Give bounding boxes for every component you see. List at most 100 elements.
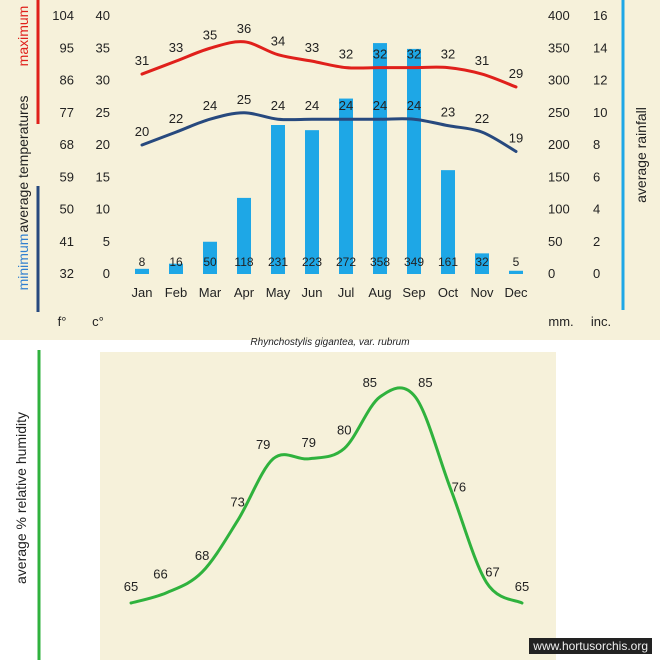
inches-tick: 8 [593, 137, 600, 152]
average-temperatures-label: average temperatures [15, 96, 31, 233]
fahrenheit-unit-label: f° [58, 314, 67, 329]
fahrenheit-tick: 95 [60, 40, 74, 55]
fahrenheit-tick: 59 [60, 169, 74, 184]
humidity-value-label: 85 [418, 375, 432, 390]
minimum-value-label: 24 [339, 98, 353, 113]
humidity-value-label: 85 [363, 375, 377, 390]
minimum-value-label: 19 [509, 130, 523, 145]
month-label: May [266, 285, 291, 300]
month-label: Aug [368, 285, 391, 300]
minimum-value-label: 23 [441, 105, 455, 120]
minimum-value-label: 24 [407, 98, 421, 113]
celsius-tick: 20 [96, 137, 110, 152]
inches-tick: 2 [593, 234, 600, 249]
maximum-label: maximum [15, 6, 31, 67]
celsius-unit-label: c° [92, 314, 104, 329]
month-label: Sep [402, 285, 425, 300]
celsius-tick: 15 [96, 169, 110, 184]
mm-tick: 400 [548, 8, 570, 23]
humidity-value-label: 67 [485, 564, 499, 579]
humidity-line [129, 386, 524, 605]
inches-tick: 10 [593, 105, 607, 120]
celsius-tick: 25 [96, 105, 110, 120]
rainfall-value-label: 161 [438, 255, 458, 269]
mm-tick: 100 [548, 202, 570, 217]
minimum-temperature-line [140, 111, 518, 153]
month-label: Apr [234, 285, 255, 300]
rainfall-bar [339, 98, 353, 274]
rainfall-bar [203, 241, 217, 274]
month-label: Jul [338, 285, 355, 300]
rainfall-bar [305, 130, 319, 274]
maximum-value-label: 32 [441, 47, 455, 62]
minimum-value-label: 24 [271, 98, 285, 113]
humidity-value-label: 68 [195, 548, 209, 563]
rainfall-value-label: 358 [370, 255, 390, 269]
fahrenheit-tick: 68 [60, 137, 74, 152]
rainfall-bar [441, 170, 455, 274]
celsius-tick: 30 [96, 73, 110, 88]
maximum-value-label: 33 [305, 40, 319, 55]
humidity-value-label: 79 [256, 437, 270, 452]
rainfall-value-label: 231 [268, 255, 288, 269]
month-label: Nov [470, 285, 494, 300]
humidity-value-label: 65 [515, 579, 529, 594]
maximum-value-label: 36 [237, 21, 251, 36]
fahrenheit-tick: 77 [60, 105, 74, 120]
minimum-value-label: 24 [305, 98, 319, 113]
rainfall-axis-label: average rainfall [633, 107, 649, 203]
maximum-value-label: 34 [271, 34, 285, 49]
rainfall-value-label: 272 [336, 255, 356, 269]
month-label: Dec [504, 285, 528, 300]
rainfall-value-label: 50 [203, 255, 217, 269]
rainfall-value-label: 118 [234, 255, 253, 269]
mm-tick: 0 [548, 266, 555, 281]
rainfall-bar [135, 268, 149, 274]
fahrenheit-tick: 32 [60, 266, 74, 281]
inches-tick: 12 [593, 73, 607, 88]
rainfall-value-label: 16 [169, 255, 183, 269]
month-label: Jun [302, 285, 323, 300]
mm-unit-label: mm. [548, 314, 573, 329]
axes-layer: 3241505968778695104051015202530354005010… [52, 8, 607, 300]
celsius-tick: 10 [96, 202, 110, 217]
inches-tick: 14 [593, 40, 607, 55]
mm-tick: 150 [548, 169, 570, 184]
maximum-value-label: 33 [169, 40, 183, 55]
mm-tick: 200 [548, 137, 570, 152]
mm-tick: 50 [548, 234, 562, 249]
data-labels: 8 16 50 118 231 223 272 358 349 161 32 5 31 33 35 36 34 3… [135, 21, 523, 269]
celsius-tick: 40 [96, 8, 110, 23]
minimum-value-label: 22 [475, 111, 489, 126]
rainfall-value-label: 8 [139, 255, 146, 269]
maximum-value-label: 29 [509, 66, 523, 81]
minimum-value-label: 25 [237, 92, 251, 107]
rainfall-bars [135, 43, 523, 275]
maximum-value-label: 35 [203, 27, 217, 42]
month-label: Oct [438, 285, 459, 300]
minimum-value-label: 22 [169, 111, 183, 126]
humidity-value-label: 73 [230, 495, 244, 510]
fahrenheit-tick: 104 [52, 8, 74, 23]
humidity-axis-label: average % relative humidity [13, 412, 29, 584]
month-label: Jan [132, 285, 153, 300]
rainfall-bar [373, 43, 387, 275]
rainfall-value-label: 5 [513, 255, 520, 269]
celsius-tick: 0 [103, 266, 110, 281]
rainfall-bar [237, 197, 251, 274]
inches-tick: 4 [593, 202, 600, 217]
rainfall-value-label: 32 [475, 255, 489, 269]
inches-tick: 16 [593, 8, 607, 23]
fahrenheit-tick: 86 [60, 73, 74, 88]
rainfall-bar [271, 125, 285, 274]
humidity-panel [100, 352, 556, 660]
rainfall-bar [475, 253, 489, 274]
maximum-temperature-line [140, 40, 518, 89]
mm-tick: 300 [548, 73, 570, 88]
maximum-value-label: 32 [339, 47, 353, 62]
inches-unit-label: inc. [591, 314, 611, 329]
temperature-rainfall-panel [0, 0, 660, 340]
rainfall-bar [509, 270, 523, 274]
